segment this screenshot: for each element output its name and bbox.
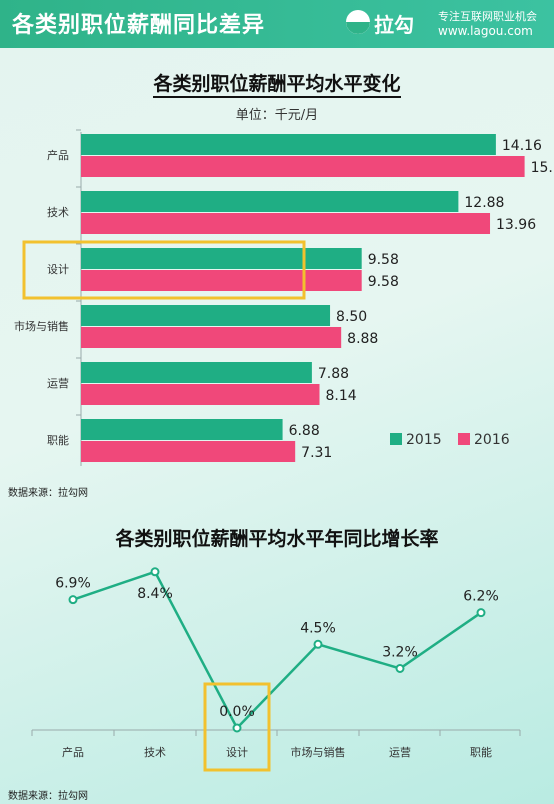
bar-2015: [81, 419, 283, 440]
bar-value-label: 8.14: [326, 388, 357, 404]
highlight-box: [203, 682, 271, 772]
bar-2015: [81, 305, 331, 326]
legend-swatch: [390, 433, 402, 445]
bar-chart-title: 各类别职位薪酬平均水平变化: [0, 69, 554, 98]
bar-2016: [81, 270, 362, 291]
category-label: 运营: [47, 376, 69, 390]
growth-value-label: 6.9%: [55, 576, 91, 592]
page-title: 各类别职位薪酬同比差异: [12, 13, 266, 38]
category-label: 设计: [226, 746, 248, 759]
category-label: 职能: [470, 745, 492, 759]
category-label: 职能: [47, 433, 69, 447]
header-banner: 各类别职位薪酬同比差异 拉勾 专注互联网职业机会 www.lagou.com: [0, 0, 554, 48]
legend-swatch: [458, 433, 470, 445]
bar-2015: [81, 362, 312, 383]
bar-value-label: 6.88: [289, 423, 320, 439]
unit-label: 单位：千元/月: [235, 108, 319, 123]
bar-2015: [81, 191, 459, 212]
category-label: 技术: [144, 746, 166, 759]
growth-value-label: 4.5%: [300, 620, 336, 636]
logo-text: 拉勾: [374, 13, 414, 37]
growth-point: [476, 608, 486, 618]
category-label: 市场与销售: [291, 745, 346, 759]
growth-point: [232, 723, 242, 733]
growth-point: [395, 663, 405, 673]
bar-value-label: 13.96: [496, 217, 536, 233]
bar-value-label: 8.88: [347, 331, 378, 347]
category-label: 市场与销售: [14, 319, 69, 333]
bar-2016: [81, 441, 296, 462]
legend-label: 2015: [406, 432, 442, 448]
bar-2016: [81, 213, 491, 234]
line-chart-title: 各类别职位薪酬平均水平年同比增长率: [115, 528, 439, 550]
growth-point: [150, 567, 160, 577]
lagou-logo-icon: [346, 10, 370, 34]
growth-value-label: 8.4%: [137, 586, 173, 602]
category-label: 产品: [62, 745, 84, 759]
tagline: 专注互联网职业机会: [438, 10, 537, 23]
growth-point: [68, 595, 78, 605]
bar-chart-title-text: 各类别职位薪酬平均水平变化: [153, 73, 401, 98]
growth-value-label: 6.2%: [463, 589, 499, 605]
bar-value-label: 15.14: [531, 160, 554, 176]
category-label: 设计: [47, 263, 69, 276]
legend-label: 2016: [474, 432, 510, 448]
highlight-box: [22, 240, 306, 300]
bar-value-label: 14.16: [502, 138, 542, 154]
bar-2016: [81, 156, 525, 177]
site-url: www.lagou.com: [438, 24, 533, 38]
bar-2015: [81, 248, 362, 269]
growth-line: [72, 570, 482, 731]
bar-value-label: 8.50: [336, 309, 367, 325]
bar-2016: [81, 384, 320, 405]
category-label: 技术: [47, 206, 69, 219]
bar-2016: [81, 327, 342, 348]
growth-point: [313, 639, 323, 649]
bar-chart-source: 数据来源：拉勾网: [8, 488, 88, 499]
bar-value-label: 9.58: [368, 274, 399, 290]
bar-value-label: 7.31: [301, 445, 332, 461]
category-label: 产品: [47, 148, 69, 162]
bar-value-label: 7.88: [318, 366, 349, 382]
line-chart-source: 数据来源：拉勾网: [8, 791, 88, 802]
growth-value-label: 0.0%: [219, 704, 255, 720]
category-label: 运营: [389, 745, 411, 759]
growth-value-label: 3.2%: [382, 644, 418, 660]
bar-2015: [81, 134, 496, 155]
bar-value-label: 12.88: [464, 195, 504, 211]
bar-value-label: 9.58: [368, 252, 399, 268]
